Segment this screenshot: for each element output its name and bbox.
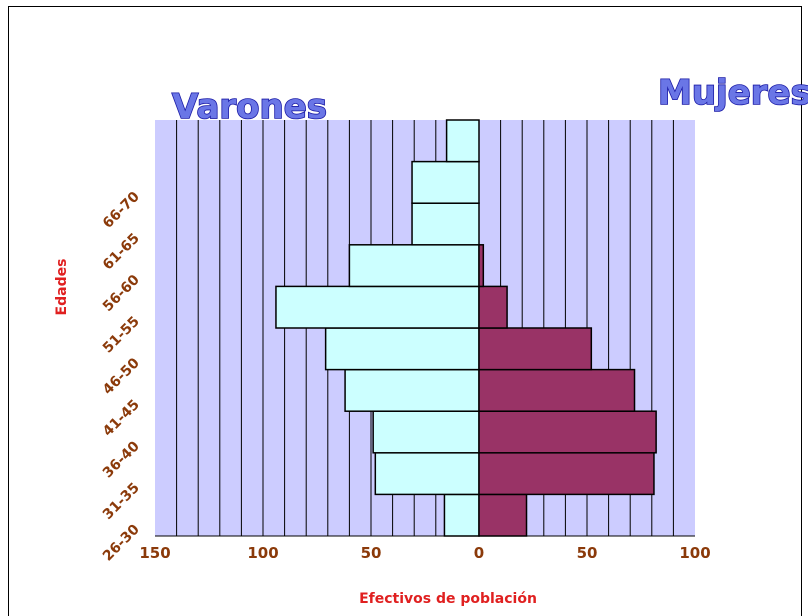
bar-varones bbox=[324, 327, 480, 371]
y-tick-label: 66-70 bbox=[100, 189, 143, 232]
x-tick-label: 150 bbox=[139, 544, 170, 562]
bar-mujeres bbox=[478, 368, 636, 412]
x-tick-label: 100 bbox=[679, 544, 710, 562]
bar-mujeres bbox=[478, 327, 593, 371]
x-axis-ticks: 150 100 50 0 50 100 bbox=[139, 544, 710, 562]
x-tick-label: 100 bbox=[247, 544, 278, 562]
bar-mujeres bbox=[478, 285, 508, 329]
y-tick-label: 46-50 bbox=[100, 355, 143, 398]
y-tick-label: 41-45 bbox=[100, 397, 143, 440]
bar-varones bbox=[411, 160, 480, 204]
bar-mujeres bbox=[478, 410, 657, 454]
bar-varones bbox=[374, 452, 480, 496]
y-tick-label: 31-35 bbox=[100, 480, 143, 523]
y-tick-label: 26-30 bbox=[100, 521, 143, 564]
chart-frame bbox=[8, 6, 802, 616]
bar-varones bbox=[275, 285, 480, 329]
bar-varones bbox=[344, 368, 480, 412]
bar-varones bbox=[372, 410, 480, 454]
legend-right-label: Mujeres bbox=[658, 73, 808, 113]
bar-mujeres bbox=[478, 493, 528, 537]
bar-varones bbox=[348, 244, 480, 288]
bar-varones bbox=[411, 202, 480, 246]
y-axis-title: Edades bbox=[54, 259, 70, 316]
y-tick-label: 36-40 bbox=[100, 438, 143, 481]
x-tick-label: 50 bbox=[361, 544, 382, 562]
bar-mujeres bbox=[478, 452, 655, 496]
x-axis-title: Efectivos de población bbox=[359, 591, 537, 607]
bars bbox=[275, 119, 657, 537]
y-tick-label: 51-55 bbox=[100, 314, 143, 357]
y-axis-ticks: 26-3031-3536-4041-4546-5051-5556-6061-65… bbox=[100, 189, 143, 565]
bar-mujeres bbox=[478, 244, 485, 288]
x-tick-label: 0 bbox=[474, 544, 484, 562]
y-tick-label: 56-60 bbox=[100, 272, 143, 315]
bar-varones bbox=[445, 119, 480, 163]
y-tick-label: 61-65 bbox=[100, 230, 143, 273]
bar-varones bbox=[443, 493, 480, 537]
x-tick-label: 50 bbox=[577, 544, 598, 562]
legend-left-label: Varones bbox=[172, 87, 327, 127]
